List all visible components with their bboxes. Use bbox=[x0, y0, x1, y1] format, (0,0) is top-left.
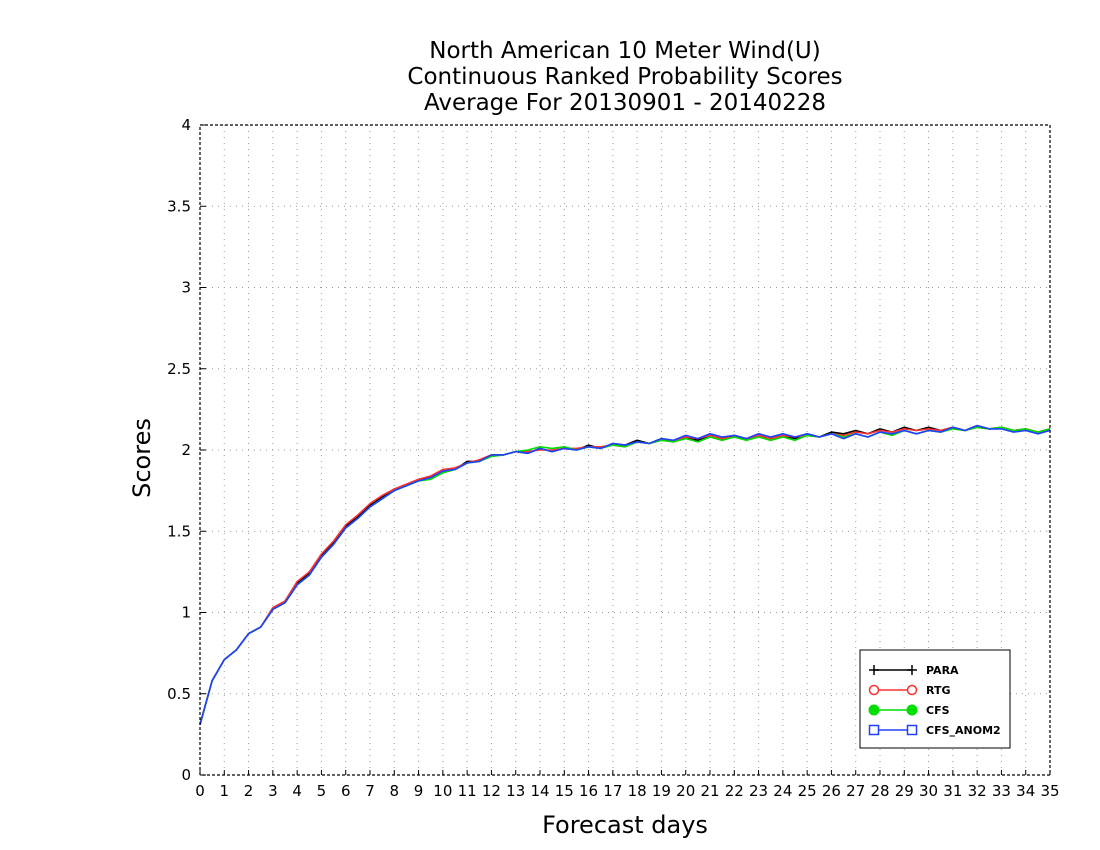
x-tick-label: 34 bbox=[1016, 782, 1035, 800]
x-tick-label: 29 bbox=[895, 782, 914, 800]
x-tick-label: 17 bbox=[603, 782, 622, 800]
legend-entry-para: PARA bbox=[869, 664, 959, 677]
y-tick-label: 2 bbox=[181, 441, 191, 459]
x-tick-label: 1 bbox=[220, 782, 230, 800]
chart-title-line-3: Average For 20130901 - 20140228 bbox=[424, 90, 826, 116]
x-tick-label: 2 bbox=[244, 782, 254, 800]
legend-label: PARA bbox=[926, 664, 959, 677]
series-layer bbox=[199, 424, 1051, 725]
legend-entry-cfs_anom2: CFS_ANOM2 bbox=[868, 724, 1001, 737]
x-tick-label: 5 bbox=[317, 782, 327, 800]
x-tick-label: 19 bbox=[652, 782, 671, 800]
x-tick-label: 7 bbox=[365, 782, 375, 800]
y-tick-label: 3.5 bbox=[167, 197, 191, 215]
x-tick-label: 0 bbox=[195, 782, 205, 800]
x-tick-label: 14 bbox=[530, 782, 549, 800]
legend-label: CFS bbox=[926, 704, 950, 717]
x-tick-label: 13 bbox=[506, 782, 525, 800]
legend-entry-cfs: CFS bbox=[868, 704, 950, 717]
x-tick-label: 6 bbox=[341, 782, 351, 800]
y-tick-label: 3 bbox=[181, 279, 191, 297]
x-tick-label: 4 bbox=[292, 782, 302, 800]
legend-marker-right bbox=[906, 724, 918, 736]
legend-entry-rtg: RTG bbox=[868, 684, 951, 697]
legend-marker-left bbox=[868, 724, 880, 736]
x-tick-label: 32 bbox=[968, 782, 987, 800]
legend-box bbox=[859, 649, 1011, 749]
legend-marker-right bbox=[906, 704, 918, 716]
series-line-cfs_anom2 bbox=[199, 424, 1051, 725]
x-tick-label: 15 bbox=[555, 782, 574, 800]
x-tick-label: 21 bbox=[700, 782, 719, 800]
legend-label: CFS_ANOM2 bbox=[926, 724, 1001, 737]
x-tick-label: 23 bbox=[749, 782, 768, 800]
legend-label: RTG bbox=[926, 684, 951, 697]
legend-marker-right bbox=[906, 684, 918, 696]
x-tick-label: 27 bbox=[846, 782, 865, 800]
y-tick-label: 0.5 bbox=[167, 685, 191, 703]
y-tick-label: 0 bbox=[181, 766, 191, 784]
legend-marker-left bbox=[868, 684, 880, 696]
x-tick-label: 11 bbox=[458, 782, 477, 800]
y-axis-label: Scores bbox=[128, 418, 156, 498]
x-tick-label: 16 bbox=[579, 782, 598, 800]
chart-title-line-2: Continuous Ranked Probability Scores bbox=[407, 64, 842, 90]
chart-title-line-1: North American 10 Meter Wind(U) bbox=[429, 38, 821, 64]
x-tick-label: 18 bbox=[628, 782, 647, 800]
x-tick-label: 3 bbox=[268, 782, 278, 800]
x-tick-label: 22 bbox=[725, 782, 744, 800]
x-tick-label: 8 bbox=[390, 782, 400, 800]
y-tick-label: 4 bbox=[181, 116, 191, 134]
plot-area-frame bbox=[199, 124, 1051, 776]
x-tick-label: 26 bbox=[822, 782, 841, 800]
y-tick-label: 2.5 bbox=[167, 360, 191, 378]
x-tick-label: 10 bbox=[433, 782, 452, 800]
x-tick-label: 31 bbox=[943, 782, 962, 800]
axis-ticks: 0 1 2 3 4 5 6 7 8 9 10 11 12 13 14 15 16 17 18 19 20 21 22 23 24… bbox=[167, 116, 1059, 800]
x-tick-label: 28 bbox=[870, 782, 889, 800]
x-tick-label: 35 bbox=[1040, 782, 1059, 800]
legend-marker-left bbox=[869, 665, 879, 675]
x-tick-label: 20 bbox=[676, 782, 695, 800]
legend: PARA RTG CFS CFS_ANOM2 bbox=[859, 649, 1011, 749]
x-tick-label: 30 bbox=[919, 782, 938, 800]
y-tick-label: 1 bbox=[181, 604, 191, 622]
x-tick-label: 24 bbox=[773, 782, 792, 800]
y-tick-label: 1.5 bbox=[167, 522, 191, 540]
x-tick-label: 33 bbox=[992, 782, 1011, 800]
x-tick-label: 25 bbox=[798, 782, 817, 800]
x-tick-label: 9 bbox=[414, 782, 424, 800]
legend-marker-right bbox=[907, 665, 917, 675]
legend-marker-left bbox=[868, 704, 880, 716]
x-tick-label: 12 bbox=[482, 782, 501, 800]
x-axis-label: Forecast days bbox=[542, 811, 708, 839]
